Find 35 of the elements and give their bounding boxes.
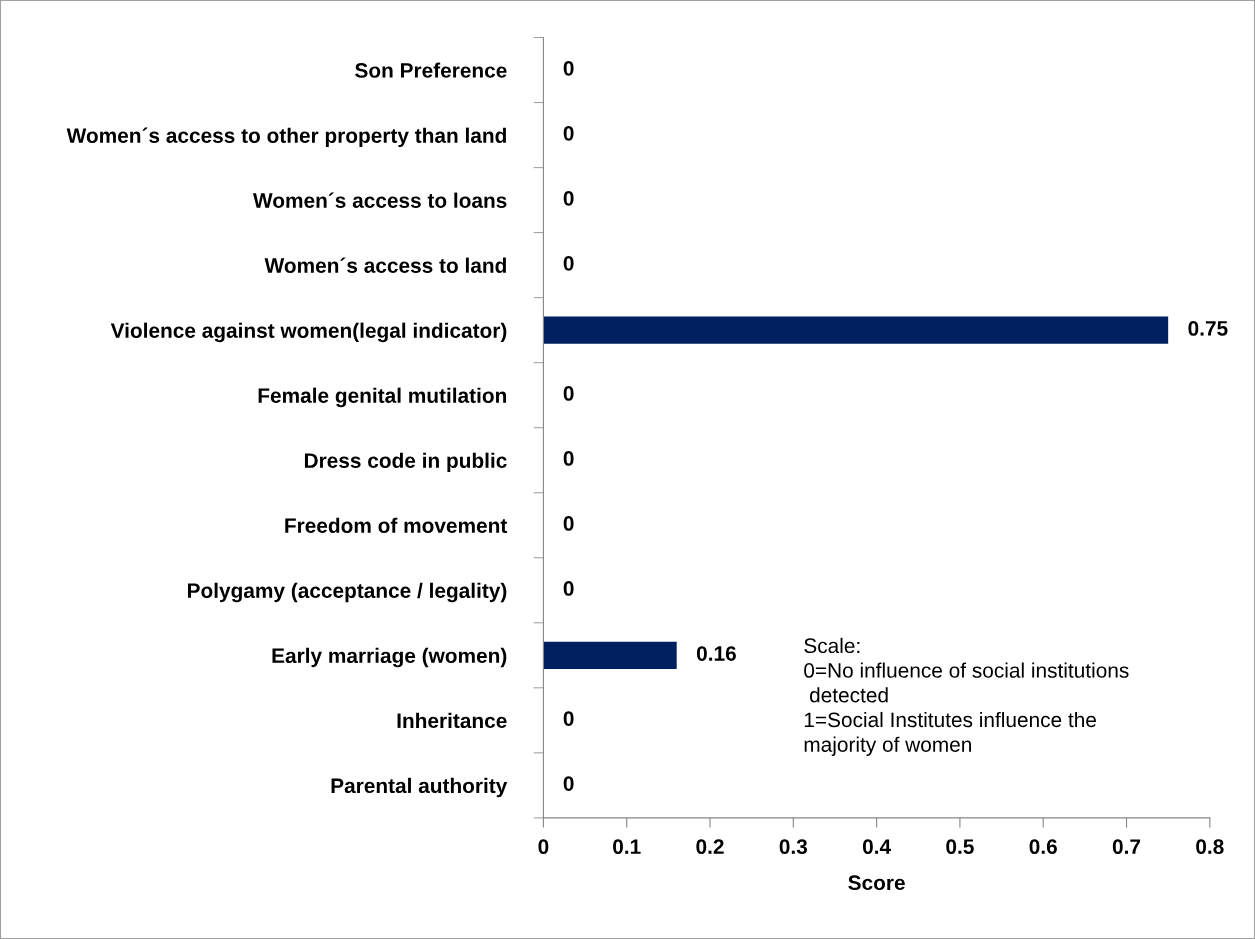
- x-axis-title: Score: [848, 875, 905, 891]
- data-label: 0: [563, 386, 574, 401]
- data-label: 0: [563, 581, 574, 596]
- x-tick-label: 0.7: [1112, 839, 1141, 855]
- y-tick-label: Inheritance: [397, 712, 507, 729]
- x-tick-label: 0.6: [1029, 839, 1057, 855]
- y-tick-label: Parental authority: [331, 777, 508, 798]
- data-label: 0.75: [1188, 321, 1228, 336]
- data-label: 0: [563, 255, 574, 271]
- annotation: Scale: 0=No influence of social institutions detected 1=Social Institutes influence the majority of women: [804, 637, 1129, 757]
- y-tick-label: Polygamy (acceptance / legality): [187, 582, 507, 603]
- data-label: 0: [563, 125, 574, 141]
- data-label: 0: [563, 776, 574, 791]
- y-tick-label: Women´s access to land: [264, 257, 506, 273]
- x-tick-label: 0: [538, 839, 549, 855]
- y-tick-label: Women´s access to other property than land: [66, 127, 506, 148]
- y-tick-label: Early marriage (women): [272, 647, 507, 668]
- x-tick-label: 0.1: [613, 839, 641, 855]
- data-label: 0: [563, 451, 574, 466]
- y-tick-label: Female genital mutilation: [258, 387, 507, 408]
- data-label: 0: [563, 516, 574, 531]
- x-tick-label: 0.8: [1196, 839, 1224, 855]
- x-tick-label: 0.3: [779, 839, 808, 855]
- data-label: 0: [563, 60, 574, 76]
- data-label: 0: [563, 711, 574, 726]
- y-tick-label: Son Preference: [355, 62, 507, 78]
- x-tick-label: 0.5: [946, 839, 974, 855]
- data-label: 0.16: [696, 646, 736, 661]
- x-tick-label: 0.4: [862, 839, 891, 855]
- data-label: 0: [563, 190, 574, 206]
- y-tick-label: Women´s access to loans: [253, 192, 507, 208]
- x-tick-label: 0.2: [696, 839, 724, 855]
- y-tick-label: Violence against women(legal indicator): [110, 322, 507, 343]
- y-tick-label: Freedom of movement: [285, 517, 508, 534]
- y-tick-label: Dress code in public: [304, 452, 507, 473]
